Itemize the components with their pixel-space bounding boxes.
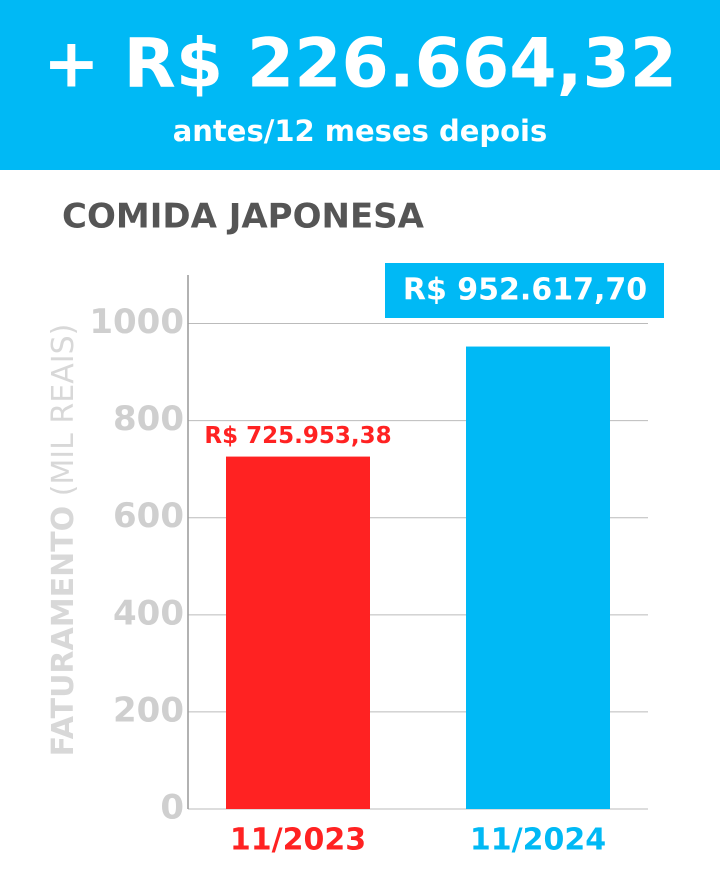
chart-subtitle: antes/12 meses depois: [173, 114, 548, 148]
y-axis-label-unit: (MIL REAIS): [46, 324, 81, 497]
section-title: COMIDA JAPONESA: [62, 197, 425, 237]
y-tick-label: 1000: [89, 302, 184, 342]
y-axis-label: FATURAMENTO (MIL REAIS): [46, 324, 81, 757]
value-label-box: [385, 263, 664, 318]
bar: [466, 346, 610, 809]
header-band: [0, 0, 720, 170]
y-tick-label: 200: [113, 690, 184, 730]
bar: [226, 456, 370, 809]
x-tick-label: 11/2023: [230, 823, 366, 858]
value-label: R$ 725.953,38: [204, 423, 391, 449]
y-axis-label-main: FATURAMENTO: [46, 506, 81, 757]
y-tick-label: 600: [113, 496, 184, 536]
x-tick-label: 11/2024: [470, 823, 606, 858]
y-tick-label: 400: [113, 593, 184, 633]
value-label: R$ 952.617,70: [403, 273, 647, 308]
y-tick-label: 800: [113, 399, 184, 439]
y-tick-label: 0: [160, 788, 184, 828]
chart-title: + R$ 226.664,32: [43, 25, 677, 104]
